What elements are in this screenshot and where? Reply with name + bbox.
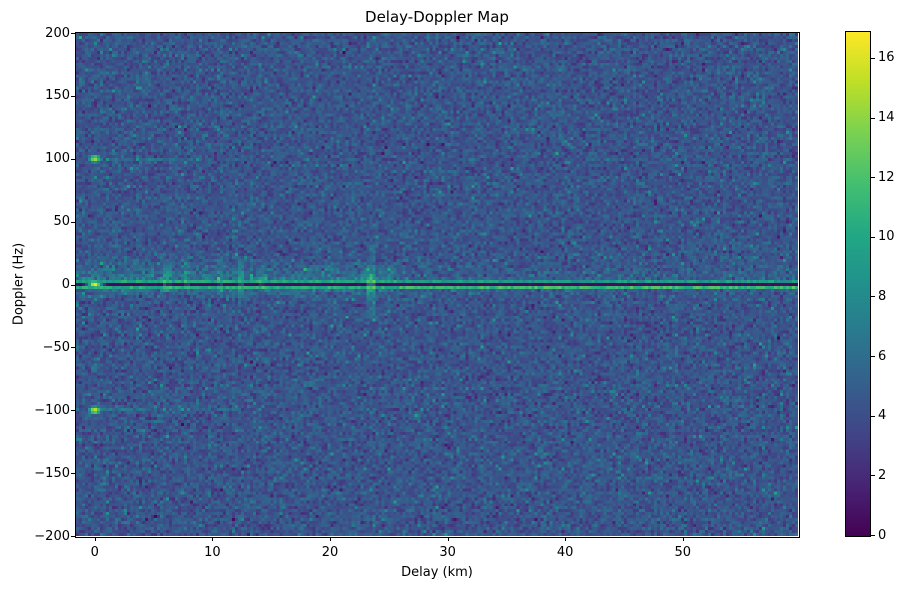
y-tick-label: 0 [61,277,70,292]
x-tick-mark [682,537,684,541]
colorbar-tick-mark [871,535,875,536]
x-tick-label: 10 [204,545,221,560]
x-tick-mark [94,537,96,541]
colorbar-tick-label: 8 [878,288,887,304]
colorbar-tick-label: 12 [878,169,895,185]
y-tick-label: −100 [34,402,70,418]
y-tick-label: −50 [42,339,70,355]
y-tick-mark [71,410,75,412]
colorbar-tick-mark [871,296,875,298]
x-tick-label: 20 [321,545,339,560]
colorbar-tick-label: 0 [878,527,887,543]
colorbar-tick-label: 14 [878,110,895,125]
y-tick-mark [71,347,75,349]
y-tick-label: 200 [45,25,70,41]
colorbar-tick-mark [871,177,875,179]
colorbar-tick-mark [871,117,875,119]
x-tick-mark [565,537,567,541]
x-axis-label: Delay (km) [401,565,473,580]
x-tick-mark [447,537,449,541]
colorbar-tick-label: 6 [878,348,887,364]
chart-title: Delay-Doppler Map [365,8,509,26]
colorbar-tick-label: 2 [878,467,887,483]
colorbar-tick-mark [871,415,875,417]
colorbar-tick-mark [871,57,875,59]
y-tick-mark [71,158,75,160]
y-tick-mark [71,284,75,286]
y-tick-label: −150 [34,465,70,481]
heatmap-canvas [76,33,798,536]
y-tick-mark [71,95,75,97]
x-tick-label: 0 [90,545,99,560]
y-tick-mark [71,221,75,223]
y-tick-mark [71,33,75,34]
colorbar-tick-mark [871,236,875,238]
colorbar [845,31,871,537]
x-tick-mark [212,537,214,541]
colorbar-tick-mark [871,475,875,477]
y-tick-label: −200 [34,528,70,544]
x-tick-mark [330,537,331,541]
colorbar-tick-mark [871,356,875,358]
y-tick-mark [71,473,75,475]
y-tick-label: 150 [45,88,70,104]
y-axis-label: Doppler (Hz) [11,242,27,326]
y-tick-label: 50 [53,214,70,230]
y-tick-mark [71,536,75,537]
colorbar-tick-label: 10 [878,229,895,245]
colorbar-tick-label: 4 [878,408,887,424]
x-tick-label: 50 [674,545,692,560]
y-tick-label: 100 [45,151,70,167]
x-tick-label: 40 [556,545,574,560]
x-tick-label: 30 [439,545,456,560]
colorbar-tick-label: 16 [878,50,895,66]
